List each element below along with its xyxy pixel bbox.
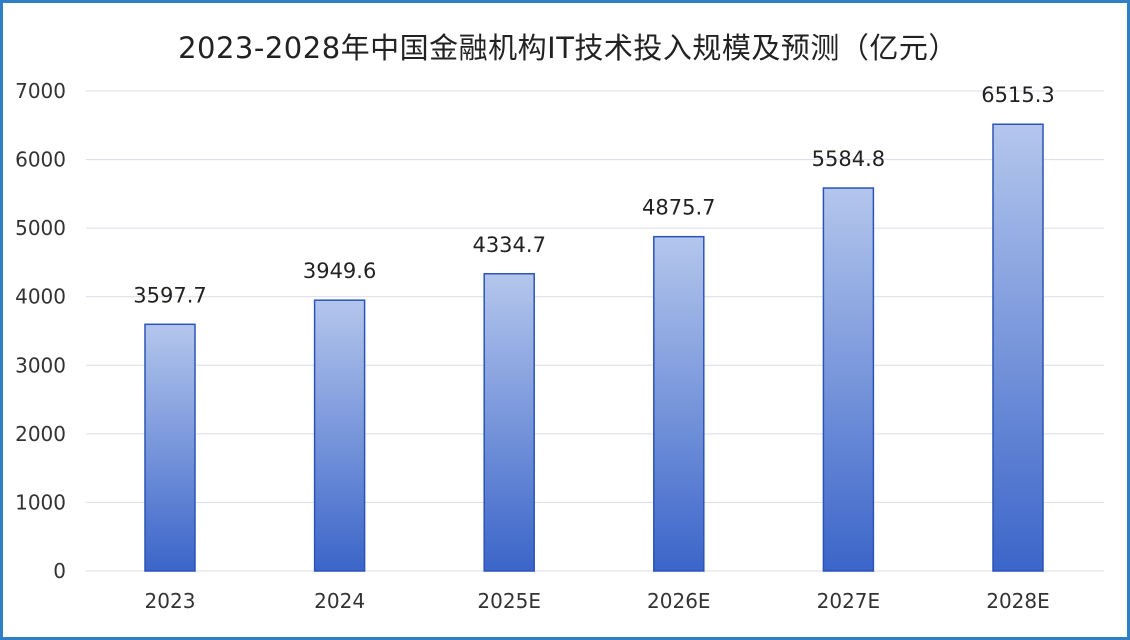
bar-2027E [822,187,875,572]
bar-2028E [992,123,1044,572]
bar-2023 [144,323,196,572]
chart-title: 2023-2028年中国金融机构IT技术投入规模及预测（亿元） [178,31,958,65]
x-tick-label: 2023 [145,589,196,613]
data-label: 6515.3 [981,83,1054,107]
data-label: 3597.7 [133,283,206,307]
bar-2024 [313,299,366,572]
x-tick-label: 2025E [477,589,541,613]
y-tick-label: 0 [53,559,66,583]
x-tick-label: 2026E [647,589,711,613]
y-tick-label: 2000 [15,422,66,446]
data-label: 3949.6 [303,259,376,283]
x-tick-label: 2024 [314,589,365,613]
data-labels: 3597.7 3949.6 4334.7 4875.7 5584.8 6515.3 [133,83,1054,307]
y-tick-label: 3000 [15,353,66,377]
grid-lines [86,90,1104,572]
data-label: 4875.7 [642,196,715,220]
data-label: 5584.8 [812,147,885,171]
y-tick-label: 5000 [15,216,66,240]
bar-2025E [483,273,535,572]
y-tick-label: 6000 [15,148,66,172]
x-axis: 2023 2024 2025E 2026E 2027E 2028E [145,589,1050,613]
y-tick-label: 1000 [15,490,66,514]
data-label: 4334.7 [472,233,545,257]
y-tick-label: 7000 [15,79,66,103]
y-tick-label: 4000 [15,285,66,309]
x-tick-label: 2028E [986,589,1050,613]
bar-2026E [653,235,705,572]
x-tick-label: 2027E [817,589,881,613]
y-axis: 0 1000 2000 3000 4000 5000 6000 7000 [15,79,66,583]
bars [144,123,1044,572]
